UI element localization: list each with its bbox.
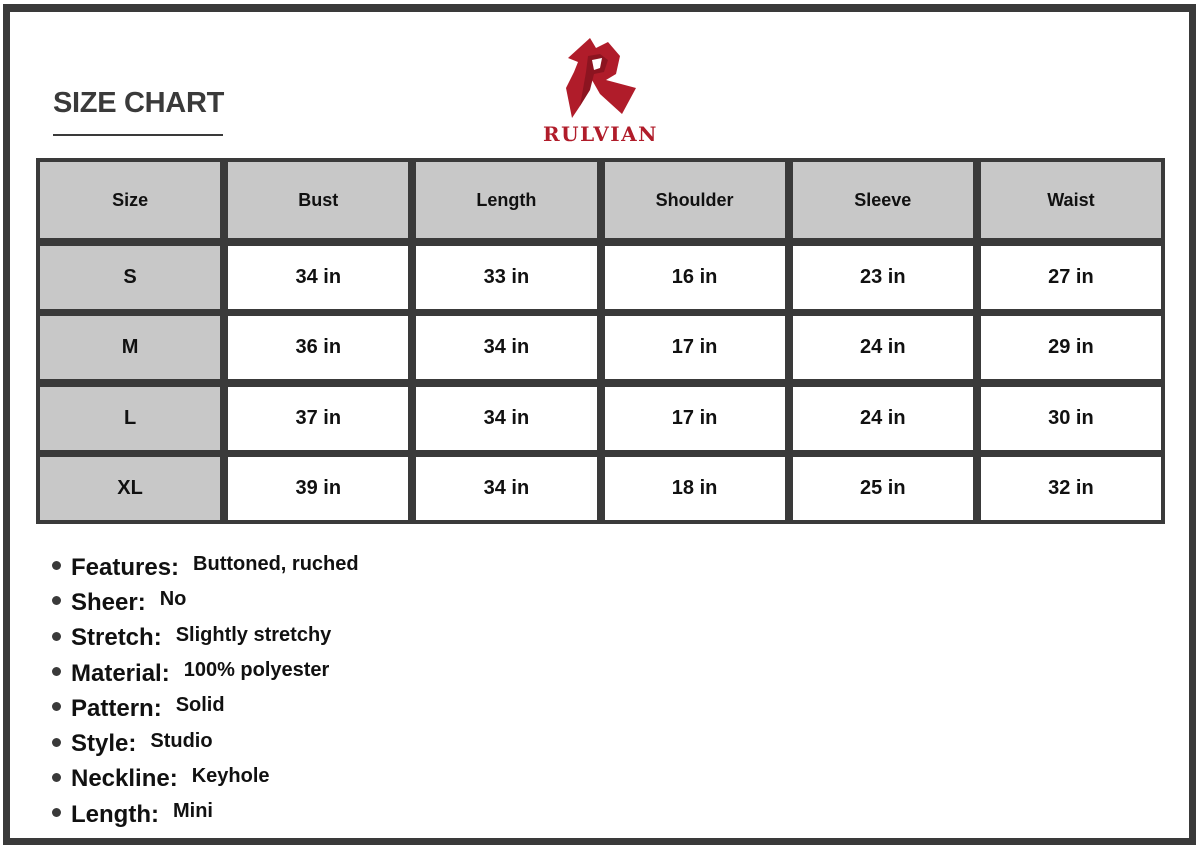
feature-item: Neckline: Keyhole — [52, 762, 359, 797]
bullet-icon — [52, 561, 61, 571]
feature-value: Slightly stretchy — [175, 623, 332, 646]
bullet-icon — [52, 631, 61, 641]
size-cell: S — [40, 245, 221, 309]
shoulder-cell: 17 in — [604, 386, 785, 450]
header-waist: Waist — [980, 162, 1161, 238]
shoulder-cell: 18 in — [604, 457, 785, 520]
header-length: Length — [416, 162, 597, 238]
feature-item: Length: Mini — [52, 797, 359, 832]
shoulder-cell: 16 in — [604, 245, 785, 309]
feature-label: Stretch: — [71, 624, 162, 652]
bullet-icon — [52, 808, 61, 818]
feature-value: Studio — [150, 729, 213, 752]
feature-list: Features: Buttoned, ruched Sheer: No Stret… — [52, 550, 359, 832]
waist-cell: 30 in — [980, 386, 1161, 450]
feature-item: Pattern: Solid — [52, 691, 359, 726]
feature-label: Length: — [71, 800, 159, 828]
bullet-icon — [52, 667, 61, 677]
waist-cell: 27 in — [980, 245, 1161, 309]
feature-value: No — [159, 588, 187, 611]
feature-label: Features: — [71, 553, 180, 581]
feature-item: Material: 100% polyester — [52, 656, 359, 691]
page-title: SIZE CHART — [53, 87, 225, 119]
feature-label: Sheer: — [71, 588, 146, 616]
bust-cell: 37 in — [228, 386, 409, 450]
feature-label: Neckline: — [71, 765, 178, 793]
feature-value: Keyhole — [191, 764, 270, 787]
feature-item: Features: Buttoned, ruched — [52, 550, 359, 585]
sleeve-cell: 24 in — [792, 386, 973, 450]
page-border — [3, 4, 1196, 845]
length-cell: 34 in — [416, 457, 597, 520]
bullet-icon — [52, 737, 61, 747]
stylized-r-logo-icon — [566, 38, 636, 118]
feature-item: Sheer: No — [52, 585, 359, 620]
bullet-icon — [52, 772, 61, 782]
length-cell: 34 in — [416, 386, 597, 450]
bullet-icon — [52, 702, 61, 712]
length-cell: 34 in — [416, 316, 597, 379]
size-cell: M — [40, 316, 221, 379]
feature-item: Style: Studio — [52, 726, 359, 761]
length-cell: 33 in — [416, 245, 597, 309]
header-sleeve: Sleeve — [792, 162, 973, 238]
header-bust: Bust — [228, 162, 409, 238]
waist-cell: 29 in — [980, 316, 1161, 379]
feature-item: Stretch: Slightly stretchy — [52, 621, 359, 656]
waist-cell: 32 in — [980, 457, 1161, 520]
feature-value: 100% polyester — [183, 659, 330, 682]
header-size: Size — [40, 162, 221, 238]
title-underline — [53, 134, 223, 136]
sleeve-cell: 23 in — [792, 245, 973, 309]
size-table: Size Bust Length Shoulder Sleeve Waist S… — [36, 158, 1165, 524]
shoulder-cell: 17 in — [604, 316, 785, 379]
brand-logo: RULVIAN — [528, 38, 673, 146]
bullet-icon — [52, 596, 61, 606]
feature-value: Mini — [172, 800, 213, 823]
feature-label: Material: — [71, 659, 170, 687]
feature-value: Solid — [175, 694, 225, 717]
bust-cell: 34 in — [228, 245, 409, 309]
feature-label: Style: — [71, 730, 137, 758]
feature-label: Pattern: — [71, 694, 162, 722]
sleeve-cell: 25 in — [792, 457, 973, 520]
sleeve-cell: 24 in — [792, 316, 973, 379]
header-shoulder: Shoulder — [604, 162, 785, 238]
size-cell: XL — [40, 457, 221, 520]
bust-cell: 36 in — [228, 316, 409, 379]
feature-value: Buttoned, ruched — [193, 553, 359, 576]
brand-name: RULVIAN — [543, 122, 658, 146]
bust-cell: 39 in — [228, 457, 409, 520]
size-cell: L — [40, 386, 221, 450]
